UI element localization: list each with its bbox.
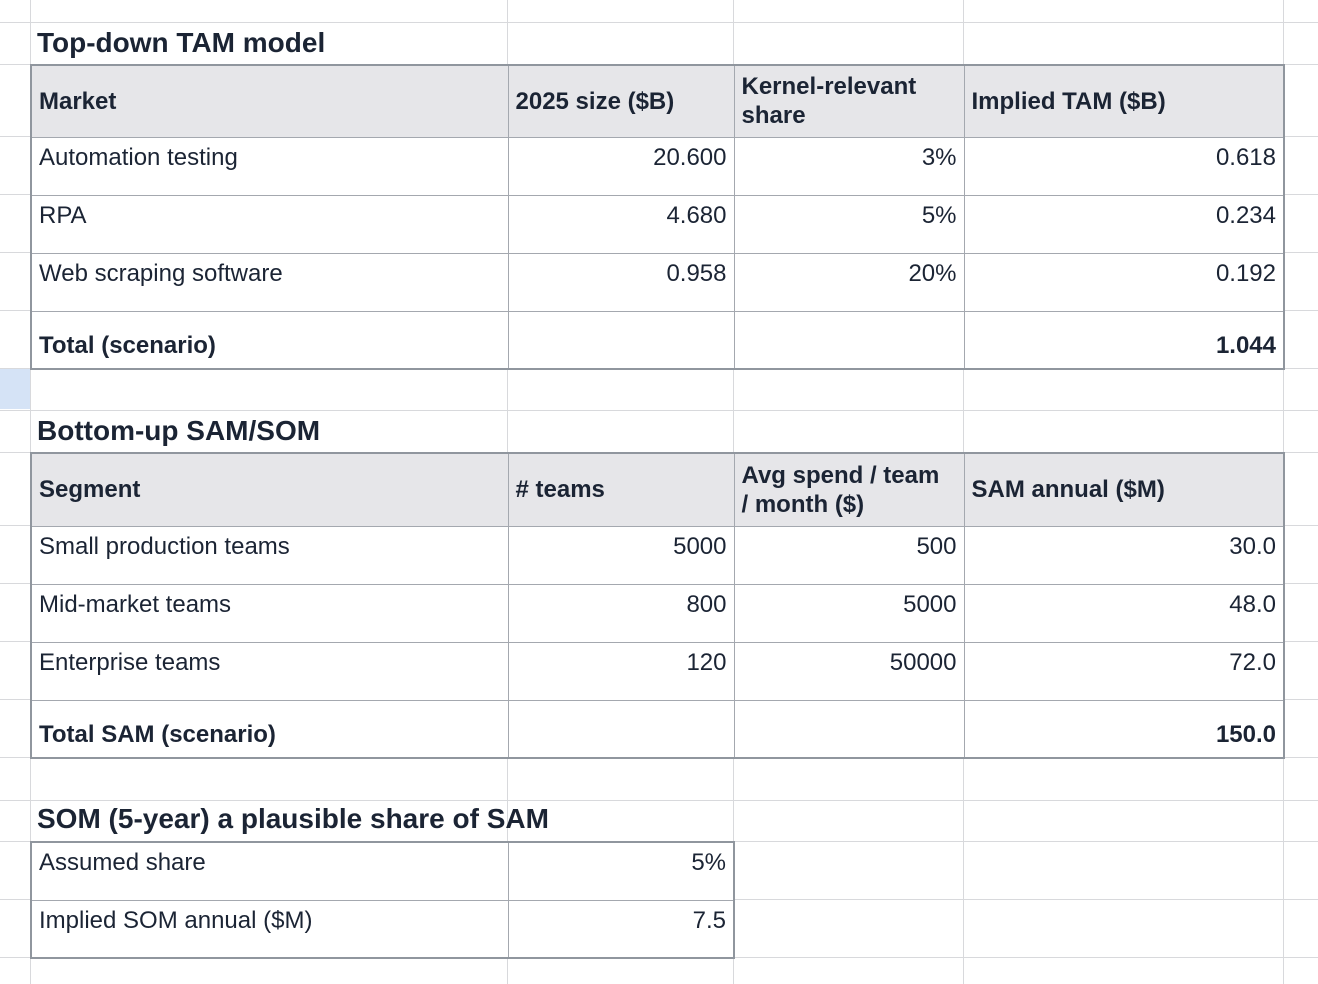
sam-header-row: Segment # teams Avg spend / team / month… [30,452,1285,527]
tam-cell-implied-2[interactable]: 0.192 [963,252,1285,312]
tam-total-label[interactable]: Total (scenario) [30,310,509,370]
sam-total-row: Total SAM (scenario) 150.0 [30,699,1285,759]
sam-cell-spend-1[interactable]: 5000 [733,583,965,643]
sam-table: Segment # teams Avg spend / team / month… [30,452,1285,759]
tam-title-cell[interactable]: Top-down TAM model [37,27,326,58]
sam-cell-segment-1[interactable]: Mid-market teams [30,583,509,643]
empty-cell[interactable] [507,310,735,370]
sam-cell-annual-0[interactable]: 30.0 [963,525,1285,585]
som-title-cell[interactable]: SOM (5-year) a plausible share of SAM [37,803,549,834]
tam-cell-market-0[interactable]: Automation testing [30,136,509,196]
empty-cell[interactable] [733,699,965,759]
som-table: Assumed share 5% Implied SOM annual ($M)… [30,841,735,959]
table-row: RPA 4.680 5% 0.234 [30,194,1285,254]
tam-cell-size-1[interactable]: 4.680 [507,194,735,254]
table-row: Small production teams 5000 500 30.0 [30,525,1285,585]
som-cell-assumed-share-label[interactable]: Assumed share [30,841,509,901]
sam-cell-spend-2[interactable]: 50000 [733,641,965,701]
table-row: Assumed share 5% [30,841,735,901]
sam-cell-annual-1[interactable]: 48.0 [963,583,1285,643]
sam-total-value[interactable]: 150.0 [963,699,1285,759]
tam-cell-market-1[interactable]: RPA [30,194,509,254]
table-row: Web scraping software 0.958 20% 0.192 [30,252,1285,312]
sam-cell-annual-2[interactable]: 72.0 [963,641,1285,701]
sam-cell-teams-1[interactable]: 800 [507,583,735,643]
sam-header-num-teams[interactable]: # teams [507,452,735,527]
tam-cell-share-2[interactable]: 20% [733,252,965,312]
som-cell-implied-som-value[interactable]: 7.5 [507,899,735,959]
tam-total-row: Total (scenario) 1.044 [30,310,1285,370]
sam-header-sam-annual[interactable]: SAM annual ($M) [963,452,1285,527]
empty-cell[interactable] [507,699,735,759]
table-row: Mid-market teams 800 5000 48.0 [30,583,1285,643]
sam-header-avg-spend[interactable]: Avg spend / team / month ($) [733,452,965,527]
tam-cell-market-2[interactable]: Web scraping software [30,252,509,312]
tam-header-market[interactable]: Market [30,64,509,138]
sam-cell-teams-0[interactable]: 5000 [507,525,735,585]
tam-cell-implied-0[interactable]: 0.618 [963,136,1285,196]
table-row: Enterprise teams 120 50000 72.0 [30,641,1285,701]
sam-cell-segment-2[interactable]: Enterprise teams [30,641,509,701]
som-cell-implied-som-label[interactable]: Implied SOM annual ($M) [30,899,509,959]
tam-cell-size-2[interactable]: 0.958 [507,252,735,312]
tam-cell-size-0[interactable]: 20.600 [507,136,735,196]
tam-cell-share-0[interactable]: 3% [733,136,965,196]
empty-cell[interactable] [733,310,965,370]
table-row: Implied SOM annual ($M) 7.5 [30,899,735,959]
tam-table: Market 2025 size ($B) Kernel-relevant sh… [30,64,1285,370]
som-cell-assumed-share-value[interactable]: 5% [507,841,735,901]
table-row: Automation testing 20.600 3% 0.618 [30,136,1285,196]
sam-cell-segment-0[interactable]: Small production teams [30,525,509,585]
sam-title-cell[interactable]: Bottom-up SAM/SOM [37,415,321,446]
tam-total-value[interactable]: 1.044 [963,310,1285,370]
tam-header-implied-tam[interactable]: Implied TAM ($B) [963,64,1285,138]
grid-line-horizontal [0,410,1318,411]
sam-cell-teams-2[interactable]: 120 [507,641,735,701]
sam-cell-spend-0[interactable]: 500 [733,525,965,585]
tam-cell-implied-1[interactable]: 0.234 [963,194,1285,254]
tam-cell-share-1[interactable]: 5% [733,194,965,254]
tam-header-2025-size[interactable]: 2025 size ($B) [507,64,735,138]
grid-line-horizontal [0,22,1318,23]
sam-total-label[interactable]: Total SAM (scenario) [30,699,509,759]
tam-header-row: Market 2025 size ($B) Kernel-relevant sh… [30,64,1285,138]
grid-line-horizontal [0,800,1318,801]
selected-cell[interactable] [0,369,30,409]
sam-header-segment[interactable]: Segment [30,452,509,527]
tam-header-kernel-share[interactable]: Kernel-relevant share [733,64,965,138]
